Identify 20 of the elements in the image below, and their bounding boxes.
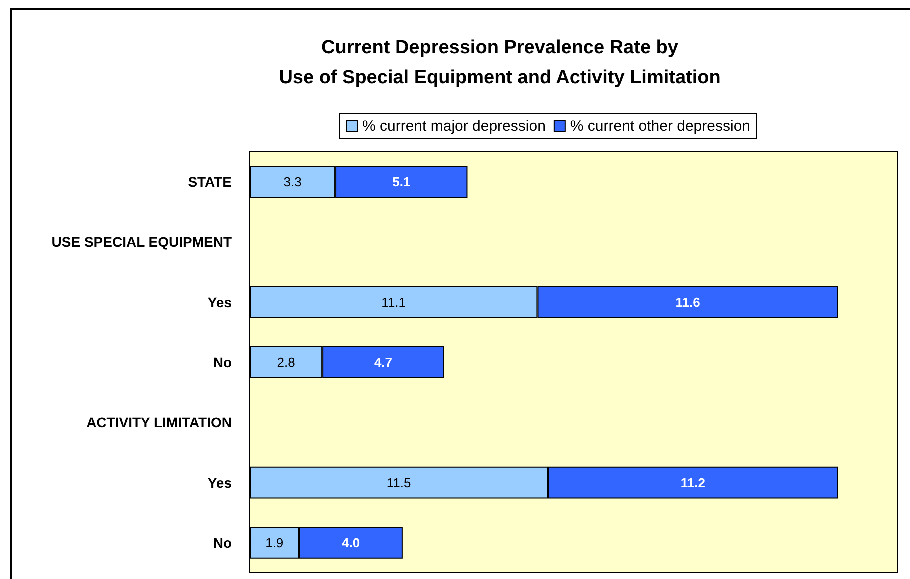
chart-title: Current Depression Prevalence Rate by Use of Special Equipment and Activity Limitation [279, 38, 721, 88]
data-label: 5.1 [392, 174, 411, 190]
data-label: 3.3 [284, 174, 302, 190]
y-tick-label: Yes [208, 294, 232, 310]
data-label: 11.2 [680, 475, 706, 490]
data-label: 11.1 [382, 294, 406, 310]
y-tick-label: No [213, 354, 232, 370]
y-tick-label: STATE [188, 174, 232, 190]
y-tick-label: No [213, 534, 232, 551]
y-tick-label: Yes [208, 474, 232, 491]
data-label: 11.5 [386, 475, 412, 490]
data-label: 4.7 [374, 355, 393, 370]
data-label: 4.0 [342, 535, 360, 550]
legend-label: % current major depression [362, 118, 546, 135]
data-label: 1.9 [266, 535, 284, 550]
y-tick-label: USE SPECIAL EQUIPMENT [52, 234, 232, 250]
y-tick-label: ACTIVITY LIMITATION [86, 414, 232, 431]
legend-label: % current other depression [570, 118, 751, 135]
data-label: 2.8 [277, 355, 296, 370]
data-label: 11.6 [676, 294, 700, 310]
